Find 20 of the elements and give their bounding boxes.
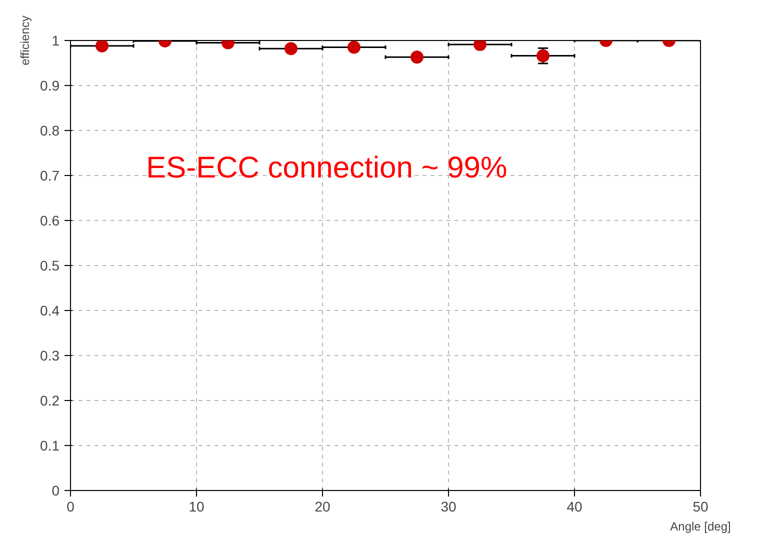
y-tick-label: 0.2 [40, 392, 60, 408]
annotation: ES-ECC connection ~ 99% [146, 152, 508, 184]
y-tick-label: 0 [52, 482, 60, 498]
y-tick-label: 0.4 [40, 302, 60, 318]
x-tick-label: 20 [314, 498, 330, 514]
x-tick-label: 30 [440, 498, 456, 514]
y-tick-label: 0.6 [40, 212, 60, 228]
y-tick-label: 0.1 [40, 438, 60, 454]
y-tick-label: 0.8 [40, 122, 60, 138]
x-tick-label: 40 [566, 498, 582, 514]
x-tick-label: 10 [188, 498, 204, 514]
y-tick-label: 1 [52, 32, 60, 48]
x-axis-title: Angle [deg] [670, 520, 731, 534]
y-tick-label: 0.3 [40, 348, 60, 364]
y-tick-label: 0.9 [40, 78, 60, 94]
x-tick-label: 0 [66, 498, 75, 514]
y-axis-title: efficiency [18, 16, 32, 66]
x-tick-label: 50 [692, 498, 708, 514]
y-tick-label: 0.7 [40, 168, 60, 184]
y-tick-label: 0.5 [40, 258, 60, 274]
